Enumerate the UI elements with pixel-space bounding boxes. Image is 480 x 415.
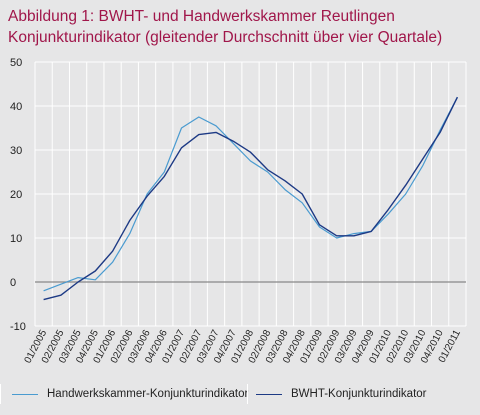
y-tick-label: 50	[10, 57, 22, 69]
y-tick-label: 40	[10, 101, 22, 113]
legend-swatch-bwht	[256, 393, 282, 395]
chart-title-line-1: Abbildung 1: BWHT- und Handwerkskammer R…	[8, 8, 395, 25]
chart-title: Abbildung 1: BWHT- und Handwerkskammer R…	[8, 6, 474, 48]
y-tick-label: 10	[10, 233, 22, 245]
legend-divider	[247, 384, 248, 404]
legend-item-handwerkskammer: Handwerkskammer-Konjunkturindikator	[12, 388, 248, 400]
y-tick-label: 30	[10, 145, 22, 157]
line-chart: -100102030405001/200502/200503/200504/20…	[10, 57, 467, 365]
legend-item-bwht: BWHT-Konjunkturindikator	[256, 388, 427, 400]
y-tick-label: -10	[10, 321, 26, 333]
legend-label-bwht: BWHT-Konjunkturindikator	[291, 388, 427, 400]
chart-title-line-2: Konjunkturindikator (gleitender Durchsch…	[8, 29, 443, 46]
series-line-handwerkskammer	[43, 96, 458, 292]
chart-legend: Handwerkskammer-Konjunkturindikator BWHT…	[0, 380, 480, 408]
y-tick-label: 0	[10, 277, 16, 289]
legend-swatch-handwerkskammer	[12, 393, 38, 395]
series-line-bwht	[43, 96, 459, 301]
legend-divider	[0, 384, 1, 404]
legend-label-handwerkskammer: Handwerkskammer-Konjunkturindikator	[47, 388, 249, 400]
y-tick-label: 20	[10, 189, 22, 201]
